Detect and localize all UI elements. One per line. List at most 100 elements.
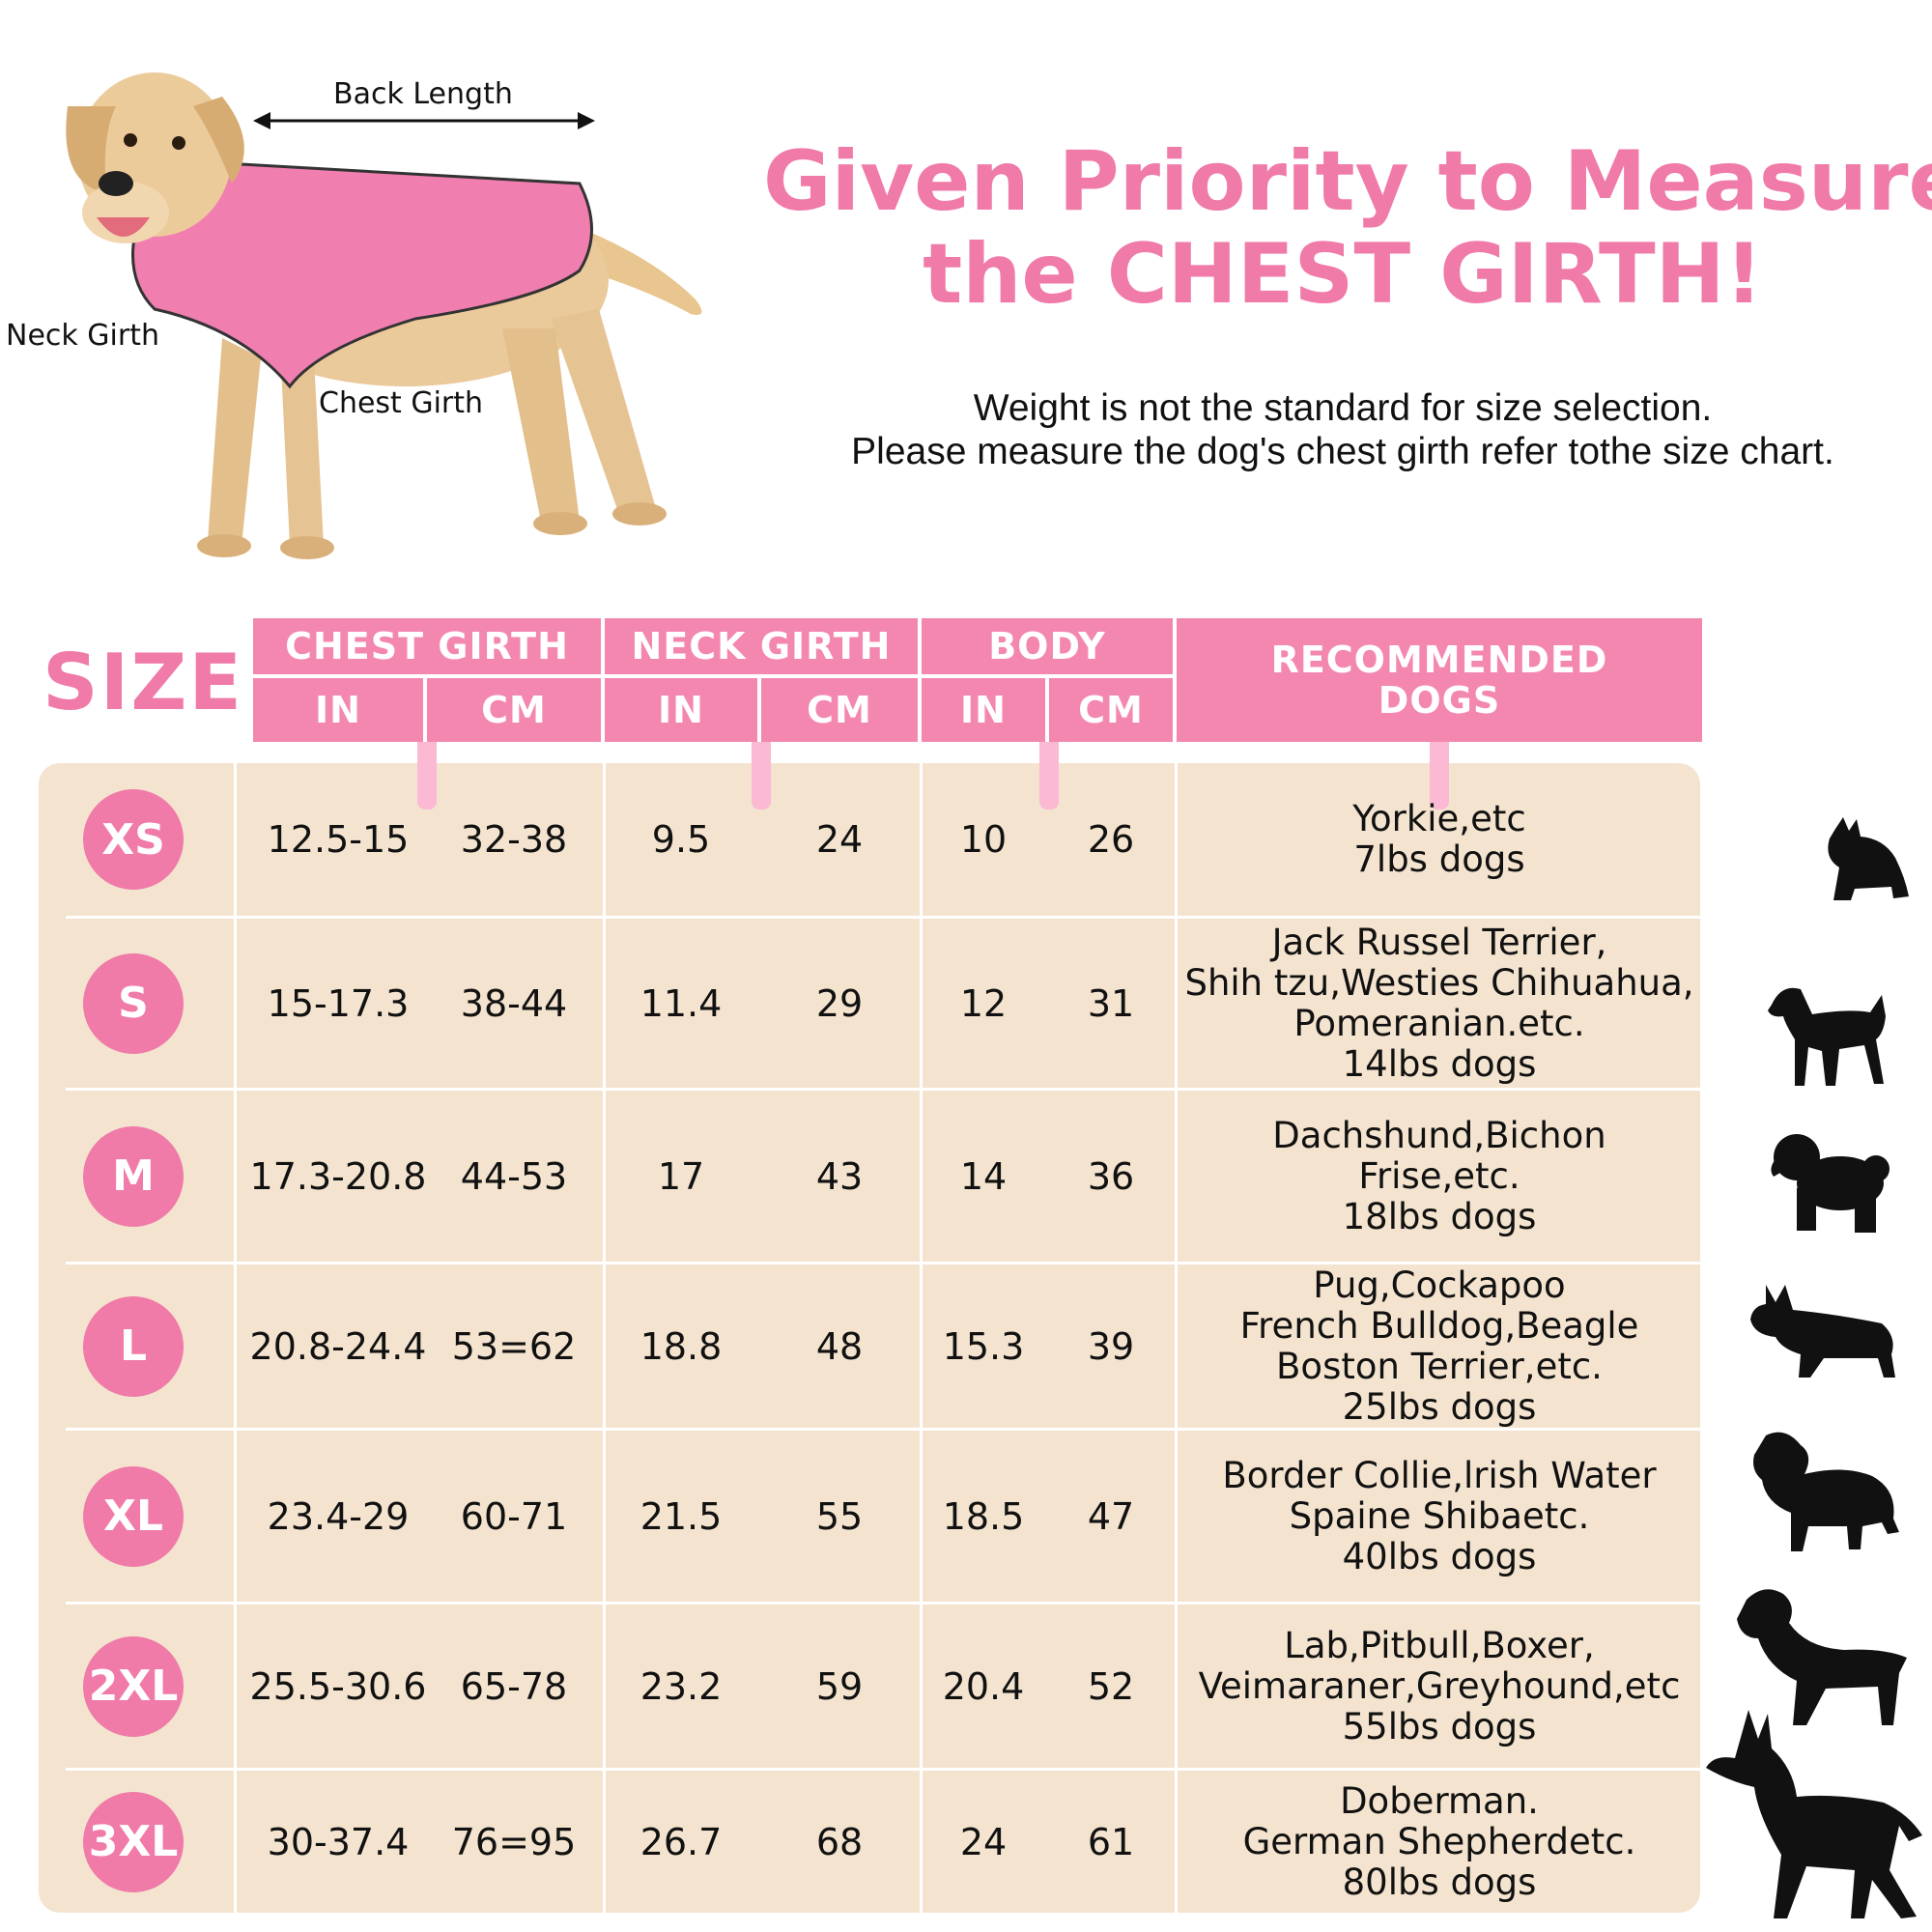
recommended-dogs-line: Shih tzu,Westies Chihuahua, <box>1184 961 1694 1004</box>
recommended-dogs-line: Lab,Pitbull,Boxer, <box>1284 1624 1595 1666</box>
chest-cm-cell: 44-53 <box>460 1154 568 1198</box>
column-divider <box>234 763 237 1913</box>
chest-girth-header: CHEST GIRTH <box>253 618 601 674</box>
chest-in-cell: 23.4-29 <box>267 1494 410 1538</box>
neck-cm-cell: 55 <box>815 1494 864 1538</box>
recommended-dogs-line: 80lbs dogs <box>1342 1861 1537 1903</box>
recommended-dogs-line: 14lbs dogs <box>1342 1042 1537 1085</box>
doberman-silhouette-icon <box>1706 1710 1922 1918</box>
chest-in-cell: 17.3-20.8 <box>249 1154 427 1198</box>
neck-in-cell: 21.5 <box>639 1494 723 1538</box>
row-divider <box>66 916 1700 919</box>
recommended-dogs-cell: Doberman. German Shepherdetc. 80lbs dogs <box>1179 1771 1700 1913</box>
neck-cm-cell: 29 <box>815 981 864 1025</box>
recommended-dogs-line: Border Collie,lrish Water <box>1222 1454 1657 1496</box>
size-badge: S <box>83 952 184 1054</box>
body-in-header: IN <box>922 678 1045 742</box>
body-in-cell: 24 <box>959 1820 1008 1863</box>
row-divider <box>66 1428 1700 1431</box>
size-badge: 3XL <box>83 1791 184 1892</box>
recommended-dogs-line: Doberman. <box>1340 1779 1539 1822</box>
note-line-1: Weight is not the standard for size sele… <box>973 387 1713 429</box>
measurement-note: Weight is not the standard for size sele… <box>792 386 1893 473</box>
body-cm-cell: 36 <box>1087 1154 1135 1198</box>
dog-wearing-vest-illustration <box>66 72 702 559</box>
recommended-dogs-line: French Bulldog,Beagle <box>1239 1304 1639 1347</box>
size-heading: SIZE <box>43 638 244 727</box>
recommended-dogs-header: RECOMMENDED DOGS <box>1177 618 1702 742</box>
headline: Given Priority to Measure the CHEST GIRT… <box>763 133 1932 323</box>
recommended-dogs-line: Pomeranian.etc. <box>1293 1002 1585 1044</box>
recommended-dogs-cell: Pug,Cockapoo French Bulldog,Beagle Boston … <box>1179 1264 1700 1428</box>
connector-tab <box>1430 742 1449 810</box>
recommended-dogs-cell: Jack Russel Terrier, Shih tzu,Westies Chi… <box>1179 919 1700 1088</box>
back-length-label: Back Length <box>333 77 513 111</box>
bulldog-silhouette-icon <box>1750 1285 1895 1378</box>
recommended-dogs-cell: Dachshund,Bichon Frise,etc. 18lbs dogs <box>1179 1091 1700 1262</box>
neck-girth-header: NECK GIRTH <box>605 618 918 674</box>
collie-silhouette-icon <box>1753 1432 1899 1551</box>
neck-in-cell: 26.7 <box>639 1820 723 1863</box>
body-in-cell: 14 <box>959 1154 1008 1198</box>
recommended-dogs-line: 25lbs dogs <box>1342 1385 1537 1428</box>
row-divider <box>66 1262 1700 1264</box>
recommended-dogs-line: Jack Russel Terrier, <box>1271 921 1607 963</box>
neck-in-cell: 23.2 <box>639 1664 723 1708</box>
recommended-dogs-line: 7lbs dogs <box>1353 838 1525 880</box>
recommended-label: RECOMMENDED <box>1270 639 1608 681</box>
headline-line-1: Given Priority to Measure <box>763 133 1932 230</box>
headline-line-2: the CHEST GIRTH! <box>923 226 1763 323</box>
recommended-dogs-line: Veimaraner,Greyhound,etc <box>1198 1664 1681 1707</box>
size-badge: 2XL <box>83 1635 184 1737</box>
chest-cm-cell: 53=62 <box>451 1324 577 1368</box>
terrier-silhouette-icon <box>1768 987 1886 1086</box>
body-in-cell: 18.5 <box>942 1494 1025 1538</box>
chest-cm-header: CM <box>427 678 601 742</box>
bichon-silhouette-icon <box>1771 1134 1889 1233</box>
chest-in-cell: 20.8-24.4 <box>249 1324 427 1368</box>
recommended-dogs-line: Frise,etc. <box>1358 1154 1520 1197</box>
chest-in-cell: 15-17.3 <box>267 981 410 1025</box>
spaniel-silhouette-icon <box>1737 1589 1907 1725</box>
recommended-dogs-line: 40lbs dogs <box>1342 1535 1537 1577</box>
body-cm-cell: 26 <box>1087 818 1135 861</box>
neck-in-cell: 18.8 <box>639 1324 723 1368</box>
chest-in-header: IN <box>253 678 423 742</box>
chest-in-cell: 30-37.4 <box>267 1820 410 1863</box>
row-divider <box>66 1088 1700 1091</box>
recommended-dogs-line: Pug,Cockapoo <box>1313 1264 1566 1306</box>
body-in-cell: 10 <box>959 818 1008 861</box>
body-cm-header: CM <box>1049 678 1173 742</box>
size-badge: L <box>83 1295 184 1397</box>
recommended-dogs-line: Dachshund,Bichon <box>1272 1114 1606 1156</box>
column-divider <box>1175 763 1178 1913</box>
chest-in-cell: 12.5-15 <box>267 818 410 861</box>
size-badge: XL <box>83 1465 184 1567</box>
size-badge: M <box>83 1125 184 1227</box>
column-divider <box>603 763 606 1913</box>
neck-cm-cell: 24 <box>815 818 864 861</box>
neck-cm-cell: 68 <box>815 1820 864 1863</box>
body-in-cell: 12 <box>959 981 1008 1025</box>
neck-cm-cell: 43 <box>815 1154 864 1198</box>
neck-cm-cell: 59 <box>815 1664 864 1708</box>
recommended-dogs-line: 18lbs dogs <box>1342 1195 1537 1237</box>
column-divider <box>920 763 923 1913</box>
chest-in-cell: 25.5-30.6 <box>249 1664 427 1708</box>
recommended-dogs-line: German Shepherdetc. <box>1242 1820 1636 1862</box>
recommended-dogs-cell: Border Collie,lrish Water Spaine Shibaetc… <box>1179 1431 1700 1602</box>
chest-cm-cell: 65-78 <box>460 1664 568 1708</box>
chest-girth-label: Chest Girth <box>319 386 484 420</box>
body-cm-cell: 52 <box>1087 1664 1135 1708</box>
row-divider <box>66 1768 1700 1771</box>
neck-in-header: IN <box>605 678 757 742</box>
neck-girth-label: Neck Girth <box>6 319 159 353</box>
recommended-dogs-cell: Lab,Pitbull,Boxer, Veimaraner,Greyhound,e… <box>1179 1605 1700 1768</box>
recommended-dogs-line: Yorkie,etc <box>1352 798 1526 839</box>
chest-cm-cell: 60-71 <box>460 1494 568 1538</box>
chest-cm-cell: 32-38 <box>460 818 568 861</box>
connector-tab <box>1039 742 1059 810</box>
dogs-label: DOGS <box>1378 679 1501 722</box>
chest-cm-cell: 76=95 <box>451 1820 577 1863</box>
recommended-dogs-line: Boston Terrier,etc. <box>1276 1345 1603 1387</box>
